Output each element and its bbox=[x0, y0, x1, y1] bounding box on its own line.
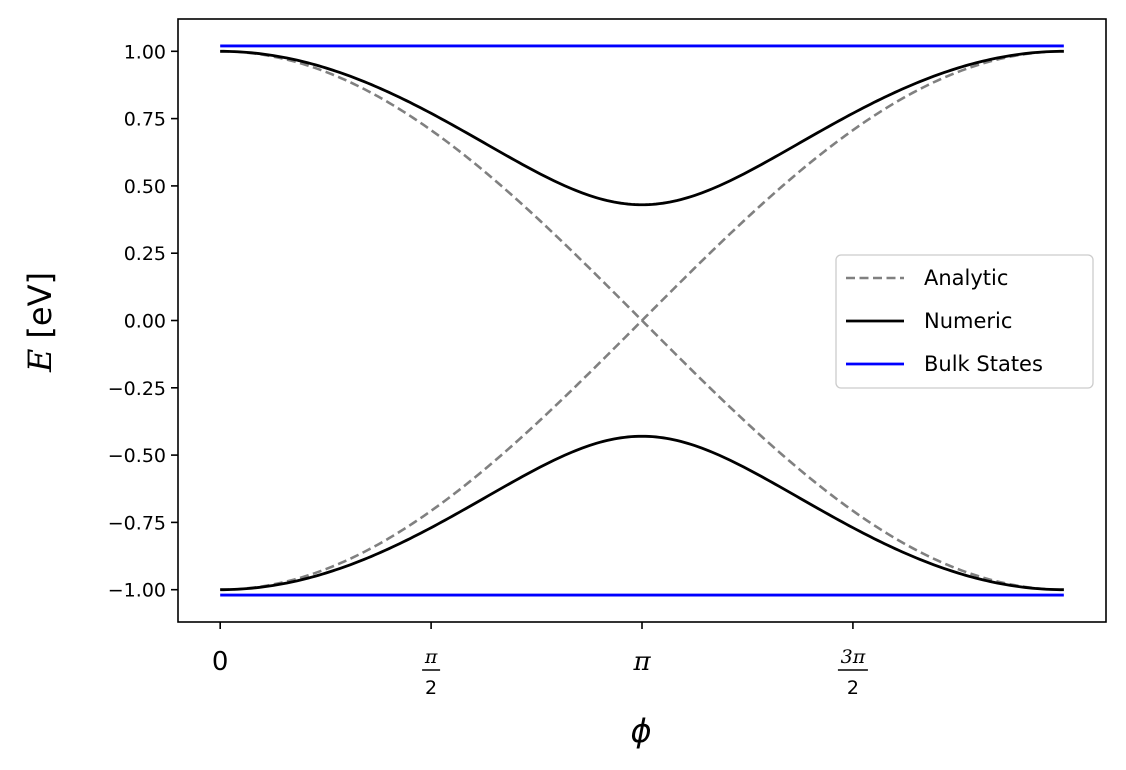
y-tick-label: −1.00 bbox=[108, 580, 166, 602]
x-axis-label: ϕ bbox=[630, 712, 651, 750]
series-analytic-branch-2 bbox=[220, 50, 1064, 591]
x-tick-label-fraction: 3π2 bbox=[837, 646, 868, 699]
x-tick-label-fraction: π2 bbox=[422, 646, 441, 699]
y-axis-label: E [eV] bbox=[21, 272, 59, 373]
legend: Analytic Numeric Bulk States bbox=[835, 254, 1094, 389]
y-tick-label: 0.25 bbox=[124, 243, 166, 265]
legend-label: Numeric bbox=[924, 309, 1012, 333]
y-axis-label-symbol: E bbox=[21, 349, 59, 373]
x-tick-numerator: 3π bbox=[841, 646, 866, 668]
x-ticks: 0 π2π 3π2 bbox=[212, 622, 868, 699]
y-ticks: 1.00 0.75 0.50 0.25 0.00 −0.25 −0.50 −0.75 −1.00 bbox=[108, 41, 178, 602]
y-tick-label: −0.75 bbox=[108, 512, 166, 534]
series-numeric-branch-2 bbox=[220, 434, 1064, 592]
legend-box bbox=[835, 254, 1094, 389]
x-tick-denominator: 2 bbox=[425, 677, 437, 699]
x-tick-label: 0 bbox=[212, 647, 229, 677]
y-tick-label: 1.00 bbox=[124, 41, 166, 63]
y-tick-label: 0.50 bbox=[124, 176, 166, 198]
legend-label: Bulk States bbox=[924, 352, 1043, 376]
series-numeric-branch-1 bbox=[220, 49, 1064, 207]
y-tick-label: −0.50 bbox=[108, 445, 166, 467]
y-tick-label: 0.00 bbox=[124, 311, 166, 333]
legend-label: Analytic bbox=[924, 266, 1008, 290]
x-tick-numerator: π bbox=[424, 646, 438, 668]
y-tick-label: −0.25 bbox=[108, 378, 166, 400]
y-axis-label-unit: [eV] bbox=[21, 272, 59, 339]
y-tick-label: 0.75 bbox=[124, 109, 166, 131]
x-tick-denominator: 2 bbox=[847, 677, 859, 699]
series-layer bbox=[220, 44, 1064, 597]
x-tick-label: π bbox=[632, 647, 651, 677]
